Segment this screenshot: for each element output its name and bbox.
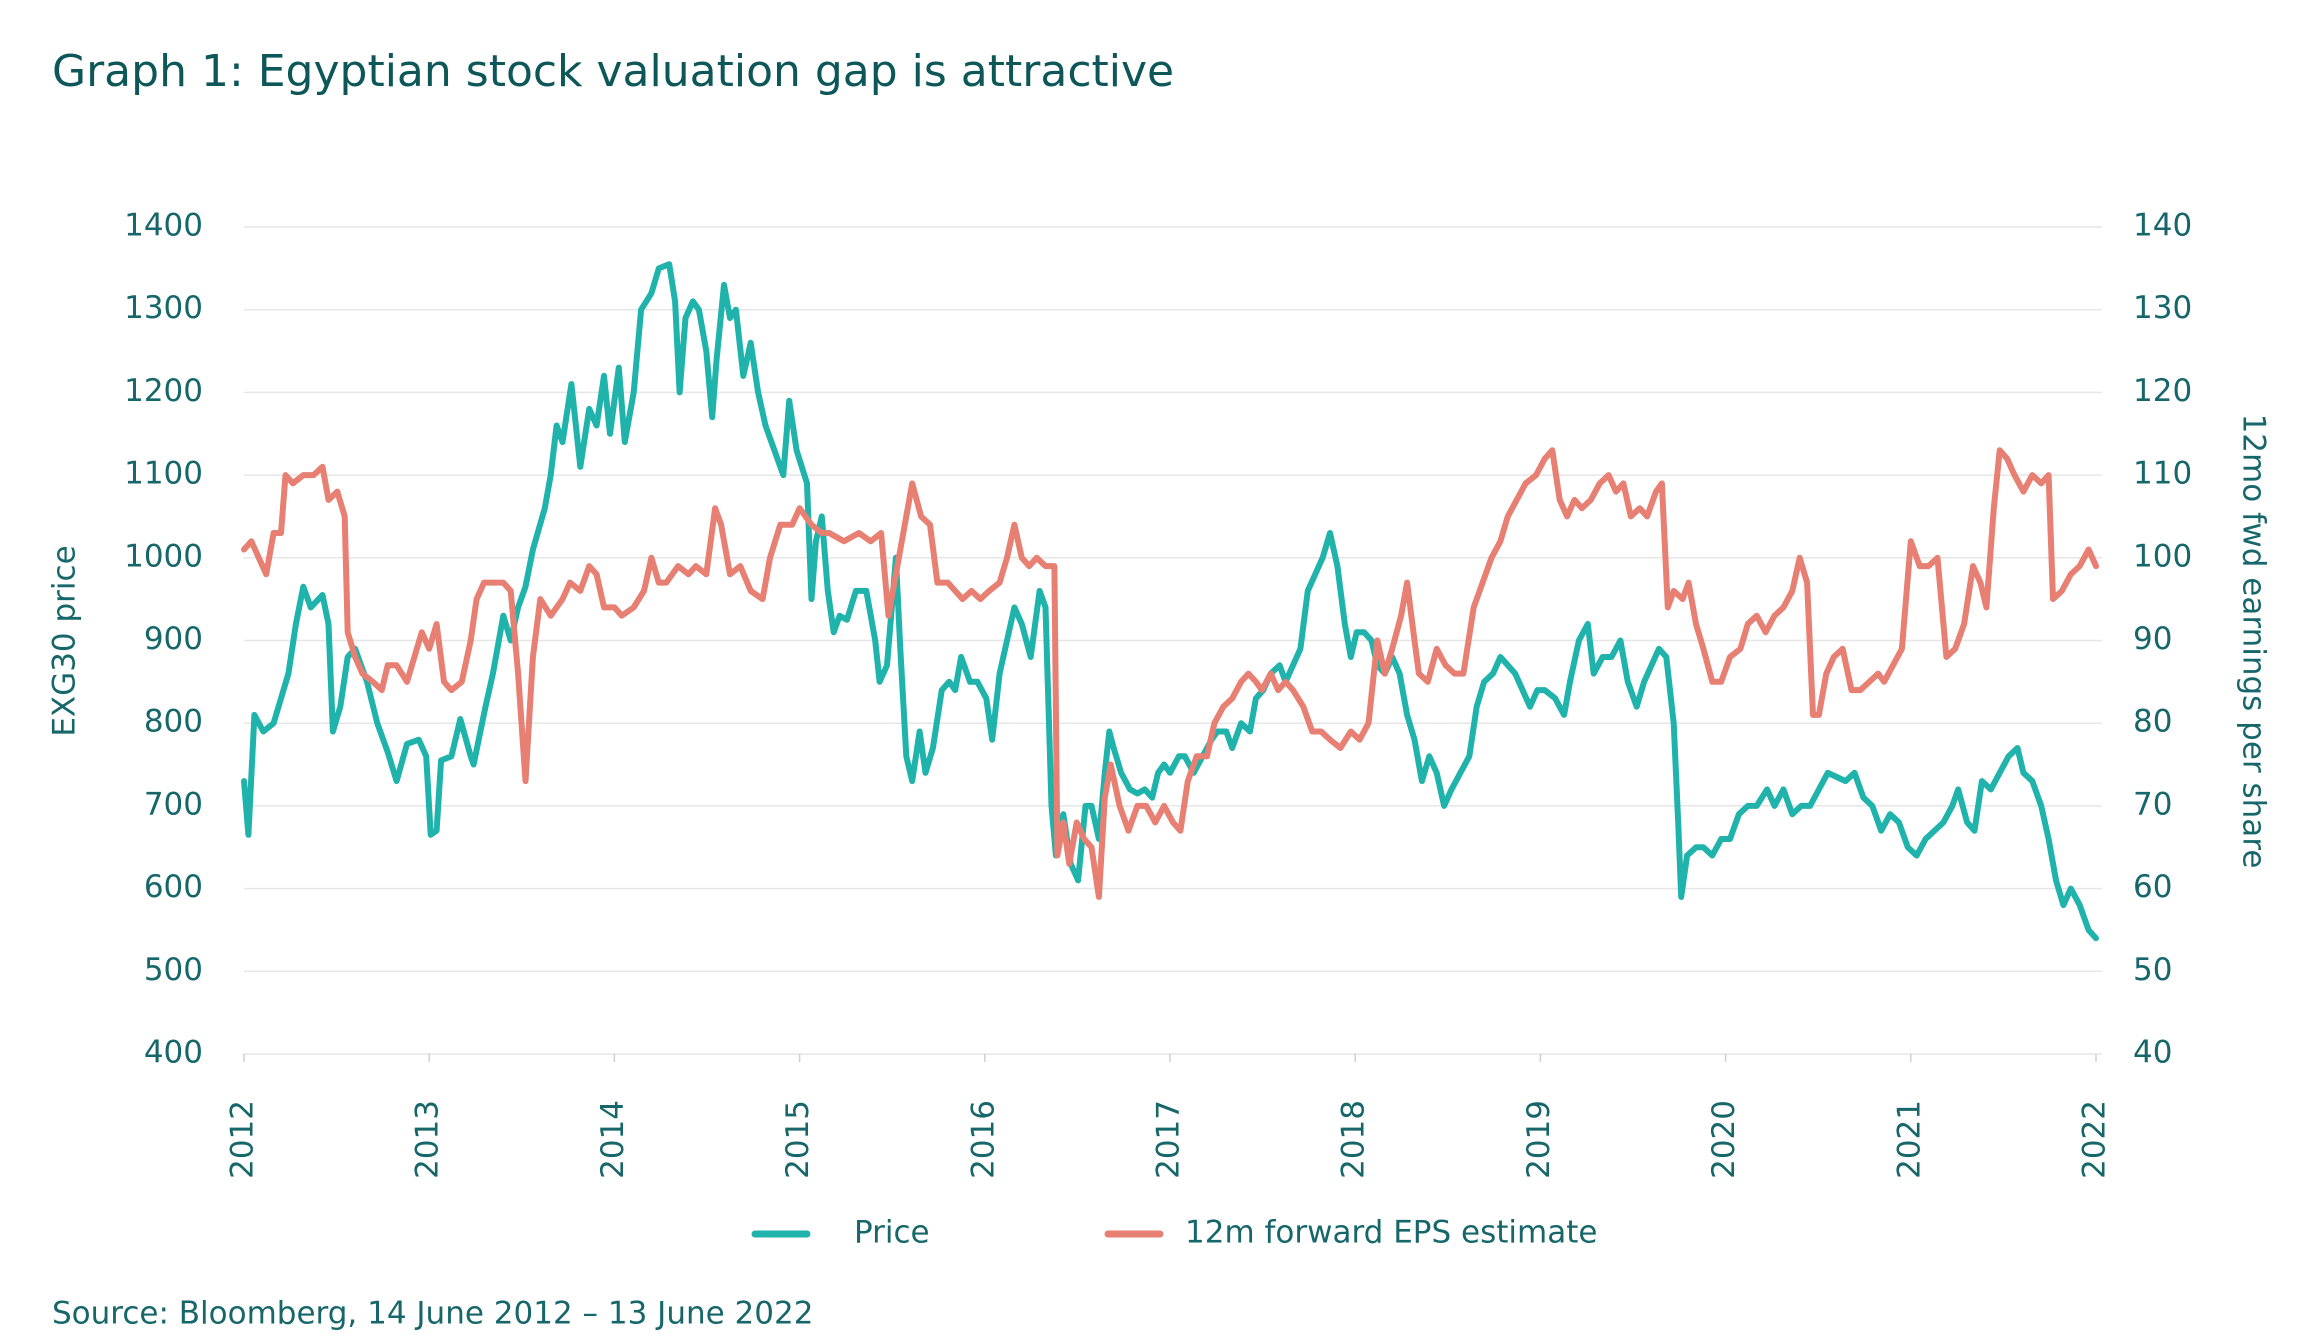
source-note: Source: Bloomberg, 14 June 2012 – 13 Jun… bbox=[52, 1296, 813, 1332]
x-tick-label: 2022 bbox=[2077, 1100, 2113, 1179]
y2-tick-label: 80 bbox=[2133, 704, 2172, 740]
y2-tick-label: 100 bbox=[2133, 538, 2192, 574]
y2-tick-label: 90 bbox=[2133, 621, 2172, 657]
x-tick-label: 2018 bbox=[1336, 1100, 1372, 1179]
y-tick-label: 800 bbox=[144, 704, 203, 740]
x-tick-label: 2013 bbox=[410, 1100, 446, 1179]
legend-label: 12m forward EPS estimate bbox=[1185, 1215, 1597, 1251]
legend-label: Price bbox=[854, 1215, 930, 1251]
y2-tick-label: 50 bbox=[2133, 952, 2172, 988]
y2-tick-label: 60 bbox=[2133, 869, 2172, 905]
y-tick-label: 1300 bbox=[124, 290, 203, 326]
y2-tick-label: 140 bbox=[2133, 208, 2192, 244]
x-tick-label: 2015 bbox=[780, 1100, 816, 1179]
y2-axis-label: 12mo fwd earnings per share bbox=[2236, 414, 2272, 869]
x-tick-label: 2014 bbox=[595, 1100, 631, 1179]
y-tick-label: 700 bbox=[144, 786, 203, 822]
y-tick-label: 1000 bbox=[124, 538, 203, 574]
y-tick-label: 1400 bbox=[124, 208, 203, 244]
y-tick-label: 1100 bbox=[124, 456, 203, 492]
x-tick-label: 2016 bbox=[965, 1100, 1001, 1179]
x-tick-label: 2019 bbox=[1521, 1100, 1557, 1179]
y2-tick-label: 40 bbox=[2133, 1035, 2172, 1071]
y-axis-label: EXG30 price bbox=[47, 545, 83, 736]
y2-tick-label: 70 bbox=[2133, 786, 2172, 822]
y2-tick-label: 130 bbox=[2133, 290, 2192, 326]
x-tick-label: 2012 bbox=[225, 1100, 261, 1179]
y-tick-label: 600 bbox=[144, 869, 203, 905]
line-series bbox=[241, 447, 2099, 900]
y2-tick-label: 110 bbox=[2133, 456, 2192, 492]
y-tick-label: 1200 bbox=[124, 373, 203, 409]
x-tick-label: 2021 bbox=[1891, 1100, 1927, 1179]
x-tick-label: 2020 bbox=[1706, 1100, 1742, 1179]
x-tick-label: 2017 bbox=[1151, 1100, 1187, 1179]
y2-tick-label: 120 bbox=[2133, 373, 2192, 409]
y-tick-label: 500 bbox=[144, 952, 203, 988]
y-tick-label: 900 bbox=[144, 621, 203, 657]
y-tick-label: 400 bbox=[144, 1035, 203, 1071]
chart-title: Graph 1: Egyptian stock valuation gap is… bbox=[52, 46, 1174, 97]
line-series bbox=[241, 261, 2099, 942]
